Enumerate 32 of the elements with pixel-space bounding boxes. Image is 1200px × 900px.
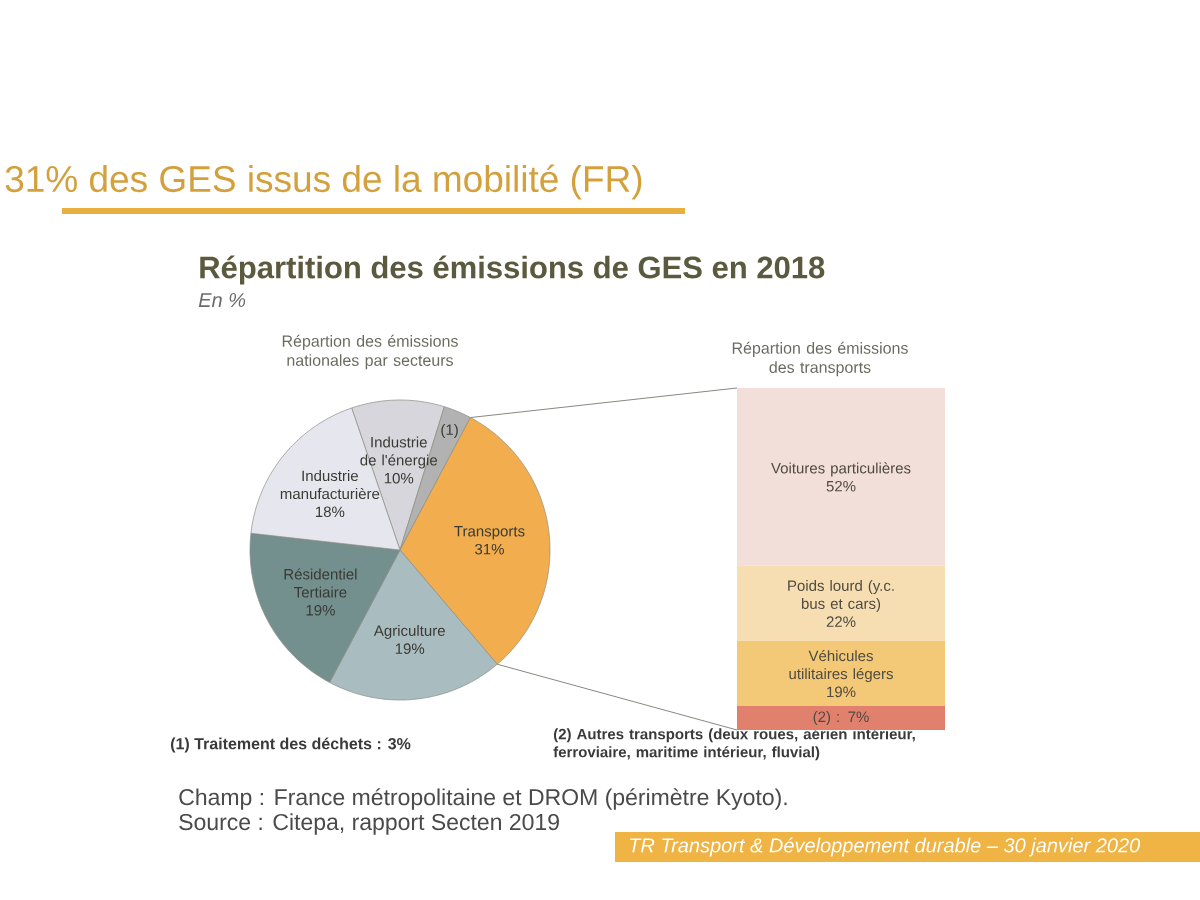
series-label: Véhicules utilitaires légers [789, 649, 893, 683]
data-label: 31% [475, 543, 504, 555]
text: TR Transport & Développement durable – 30 janvier 2020 [630, 837, 1141, 857]
chart-title: Répartion des émissions des transports [732, 341, 908, 377]
text: 31% des GES issus de la mobilité (FR) [5, 164, 642, 200]
text: Répartition des émissions de GES en 2018 [200, 255, 825, 285]
data-label: 22% [826, 616, 856, 627]
slice-label: (1) [441, 423, 458, 438]
text: Champ : France métropolitaine et DROM (périmètre Kyoto). [179, 788, 787, 810]
slice-label: Industrie manufacturière [280, 470, 380, 500]
slice-label: Agriculture [373, 624, 445, 639]
slice-label: Résidentiel Tertiaire [284, 568, 357, 598]
annotation: (2) Autres transports (deux roues, aérien intérieur, ferroviaire, maritime intérieur, fluvial) [553, 728, 915, 761]
bar [737, 706, 945, 730]
data-label: 10% [384, 472, 414, 484]
bar [737, 641, 945, 707]
chart-title: Répartion des émissions nationales par secteurs [282, 334, 458, 370]
bar [737, 388, 945, 566]
data-label: 18% [315, 506, 345, 518]
text: En % [198, 293, 246, 307]
series-label: Poids lourd (y.c. bus et cars) [788, 579, 894, 612]
data-label: 19% [395, 643, 425, 654]
data-label: (2) : 7% [813, 711, 869, 726]
slice-label: Industrie de l'énergie [360, 436, 437, 469]
series-label: Voitures particulières [771, 462, 911, 477]
slice-label: Transports [454, 526, 525, 540]
source-note: Source : Citepa, rapport Secten 2019 [179, 813, 559, 835]
data-label: 19% [306, 604, 335, 616]
text: (1) Traitement des déchets : 3% [170, 737, 411, 753]
bar [737, 565, 945, 642]
data-label: 19% [827, 686, 856, 698]
data-label: 52% [826, 480, 856, 492]
